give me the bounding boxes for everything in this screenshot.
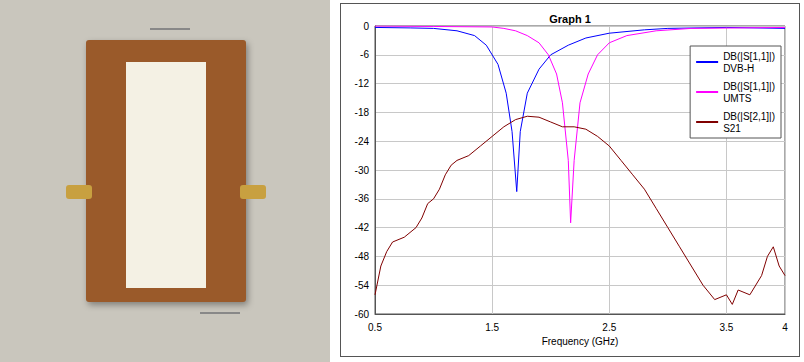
svg-text:Graph 1: Graph 1: [549, 13, 591, 25]
svg-text:0.5: 0.5: [368, 322, 382, 333]
svg-text:-12: -12: [355, 78, 370, 89]
svg-text:2.5: 2.5: [602, 322, 616, 333]
svg-text:DVB-H: DVB-H: [723, 63, 754, 74]
svg-text:-24: -24: [355, 136, 370, 147]
svg-text:-30: -30: [355, 165, 370, 176]
svg-text:3.5: 3.5: [719, 322, 733, 333]
svg-text:4: 4: [782, 322, 788, 333]
svg-text:-42: -42: [355, 222, 370, 233]
svg-text:-48: -48: [355, 251, 370, 262]
svg-text:DB(|S[1,1]|): DB(|S[1,1]|): [723, 81, 775, 92]
svg-text:-54: -54: [355, 280, 370, 291]
svg-text:S21: S21: [723, 123, 741, 134]
svg-text:-60: -60: [355, 309, 370, 320]
svg-text:DB(|S[1,1]|): DB(|S[1,1]|): [723, 51, 775, 62]
svg-text:Frequency (GHz): Frequency (GHz): [542, 336, 619, 347]
svg-text:DB(|S[2,1]|): DB(|S[2,1]|): [723, 111, 775, 122]
svg-text:-18: -18: [355, 107, 370, 118]
svg-text:0: 0: [363, 21, 369, 32]
svg-text:UMTS: UMTS: [723, 93, 752, 104]
svg-text:-6: -6: [360, 49, 369, 60]
svg-text:-36: -36: [355, 193, 370, 204]
svg-text:1.5: 1.5: [485, 322, 499, 333]
